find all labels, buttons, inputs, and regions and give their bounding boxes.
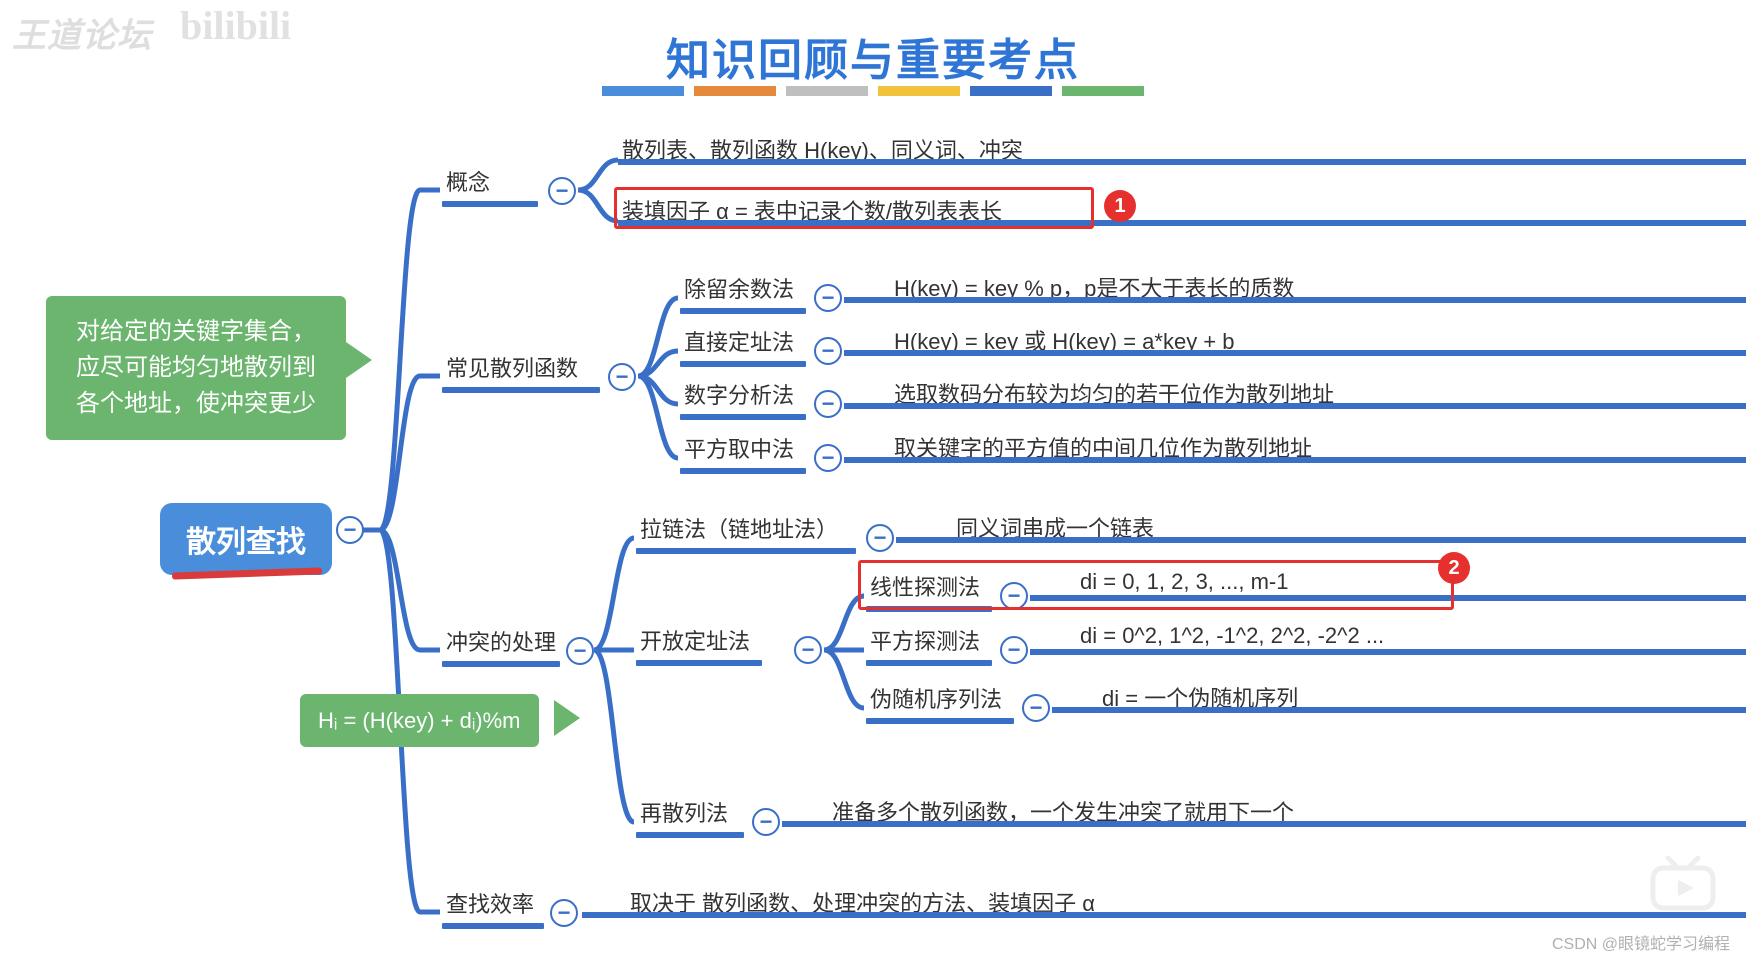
node-digit-label: 数字分析法 [680,378,806,414]
node-open-label: 开放定址法 [636,624,762,660]
node-underline [680,414,806,420]
leaf-line [618,159,1746,165]
credit-text: CSDN @眼镜蛇学习编程 [1552,930,1730,954]
root-toggle[interactable] [336,516,364,544]
conflict-toggle[interactable] [566,637,594,665]
callout-formula: Hᵢ = (H(key) + dᵢ)%m [300,694,539,747]
rehash-toggle[interactable] [752,808,780,836]
callout-even-distribution: 对给定的关键字集合，应尽可能均匀地散列到各个地址，使冲突更少 [46,296,346,440]
callout-arrow-1 [346,342,372,378]
node-hashfunc-label: 常见散列函数 [442,351,600,387]
node-underline [636,660,762,666]
node-underline [866,718,1014,724]
node-underline [442,661,560,667]
open-toggle[interactable] [794,636,822,664]
leaf-line [1052,707,1746,713]
hashfunc-toggle[interactable] [608,363,636,391]
node-chain-label: 拉链法（链地址法） [636,512,856,548]
leaf-line [896,537,1746,543]
node-underline [636,548,856,554]
node-underline [680,468,806,474]
page-title: 知识回顾与重要考点 [666,24,1080,88]
pseudo-toggle[interactable] [1022,694,1050,722]
digit-toggle[interactable] [814,390,842,418]
leaf-line [582,912,1746,918]
node-quad[interactable]: 平方探测法 [866,624,992,666]
node-efficiency[interactable]: 查找效率 [442,887,544,929]
chain-toggle[interactable] [866,524,894,552]
mod-toggle[interactable] [814,284,842,312]
node-concept[interactable]: 概念 [442,165,538,207]
node-pseudo[interactable]: 伪随机序列法 [866,682,1014,724]
bar-3 [786,86,868,96]
tv-icon [1648,854,1718,912]
bar-1 [602,86,684,96]
highlight-box-2 [858,560,1454,610]
bar-5 [970,86,1052,96]
node-conflict-label: 冲突的处理 [442,625,560,661]
node-direct[interactable]: 直接定址法 [680,325,806,367]
node-direct-label: 直接定址法 [680,325,806,361]
leaf-line [1030,649,1746,655]
watermark-forum: 王道论坛 [12,8,152,57]
node-midsq-label: 平方取中法 [680,432,806,468]
node-midsq[interactable]: 平方取中法 [680,432,806,474]
node-underline [442,923,544,929]
node-open[interactable]: 开放定址法 [636,624,762,666]
node-rehash[interactable]: 再散列法 [636,796,744,838]
node-digit[interactable]: 数字分析法 [680,378,806,420]
leaf-quad-desc: di = 0^2, 1^2, -1^2, 2^2, -2^2 ... [1080,623,1384,649]
node-quad-label: 平方探测法 [866,624,992,660]
node-mod[interactable]: 除留余数法 [680,272,806,314]
node-chain[interactable]: 拉链法（链地址法） [636,512,856,554]
bar-2 [694,86,776,96]
quad-toggle[interactable] [1000,636,1028,664]
bar-6 [1062,86,1144,96]
efficiency-toggle[interactable] [550,899,578,927]
node-hashfunc[interactable]: 常见散列函数 [442,351,600,393]
highlight-badge-1: 1 [1104,190,1136,222]
node-conflict[interactable]: 冲突的处理 [442,625,560,667]
direct-toggle[interactable] [814,337,842,365]
callout-arrow-2 [554,700,580,736]
midsq-toggle[interactable] [814,444,842,472]
leaf-line [844,297,1746,303]
highlight-box-1 [614,187,1094,229]
node-efficiency-label: 查找效率 [442,887,544,923]
node-underline [866,660,992,666]
node-mod-label: 除留余数法 [680,272,806,308]
node-underline [442,201,538,207]
node-rehash-label: 再散列法 [636,796,744,832]
leaf-line [844,403,1746,409]
bar-4 [878,86,960,96]
leaf-line [782,821,1746,827]
node-concept-label: 概念 [442,165,538,201]
concept-toggle[interactable] [548,177,576,205]
node-underline [442,387,600,393]
root-node[interactable]: 散列查找 [160,503,332,575]
watermark-bilibili: bilibili [180,2,291,49]
node-underline [680,361,806,367]
node-underline [636,832,744,838]
leaf-line [844,457,1746,463]
node-underline [680,308,806,314]
leaf-line [844,350,1746,356]
color-bars [602,86,1144,96]
node-pseudo-label: 伪随机序列法 [866,682,1014,718]
highlight-badge-2: 2 [1438,552,1470,584]
